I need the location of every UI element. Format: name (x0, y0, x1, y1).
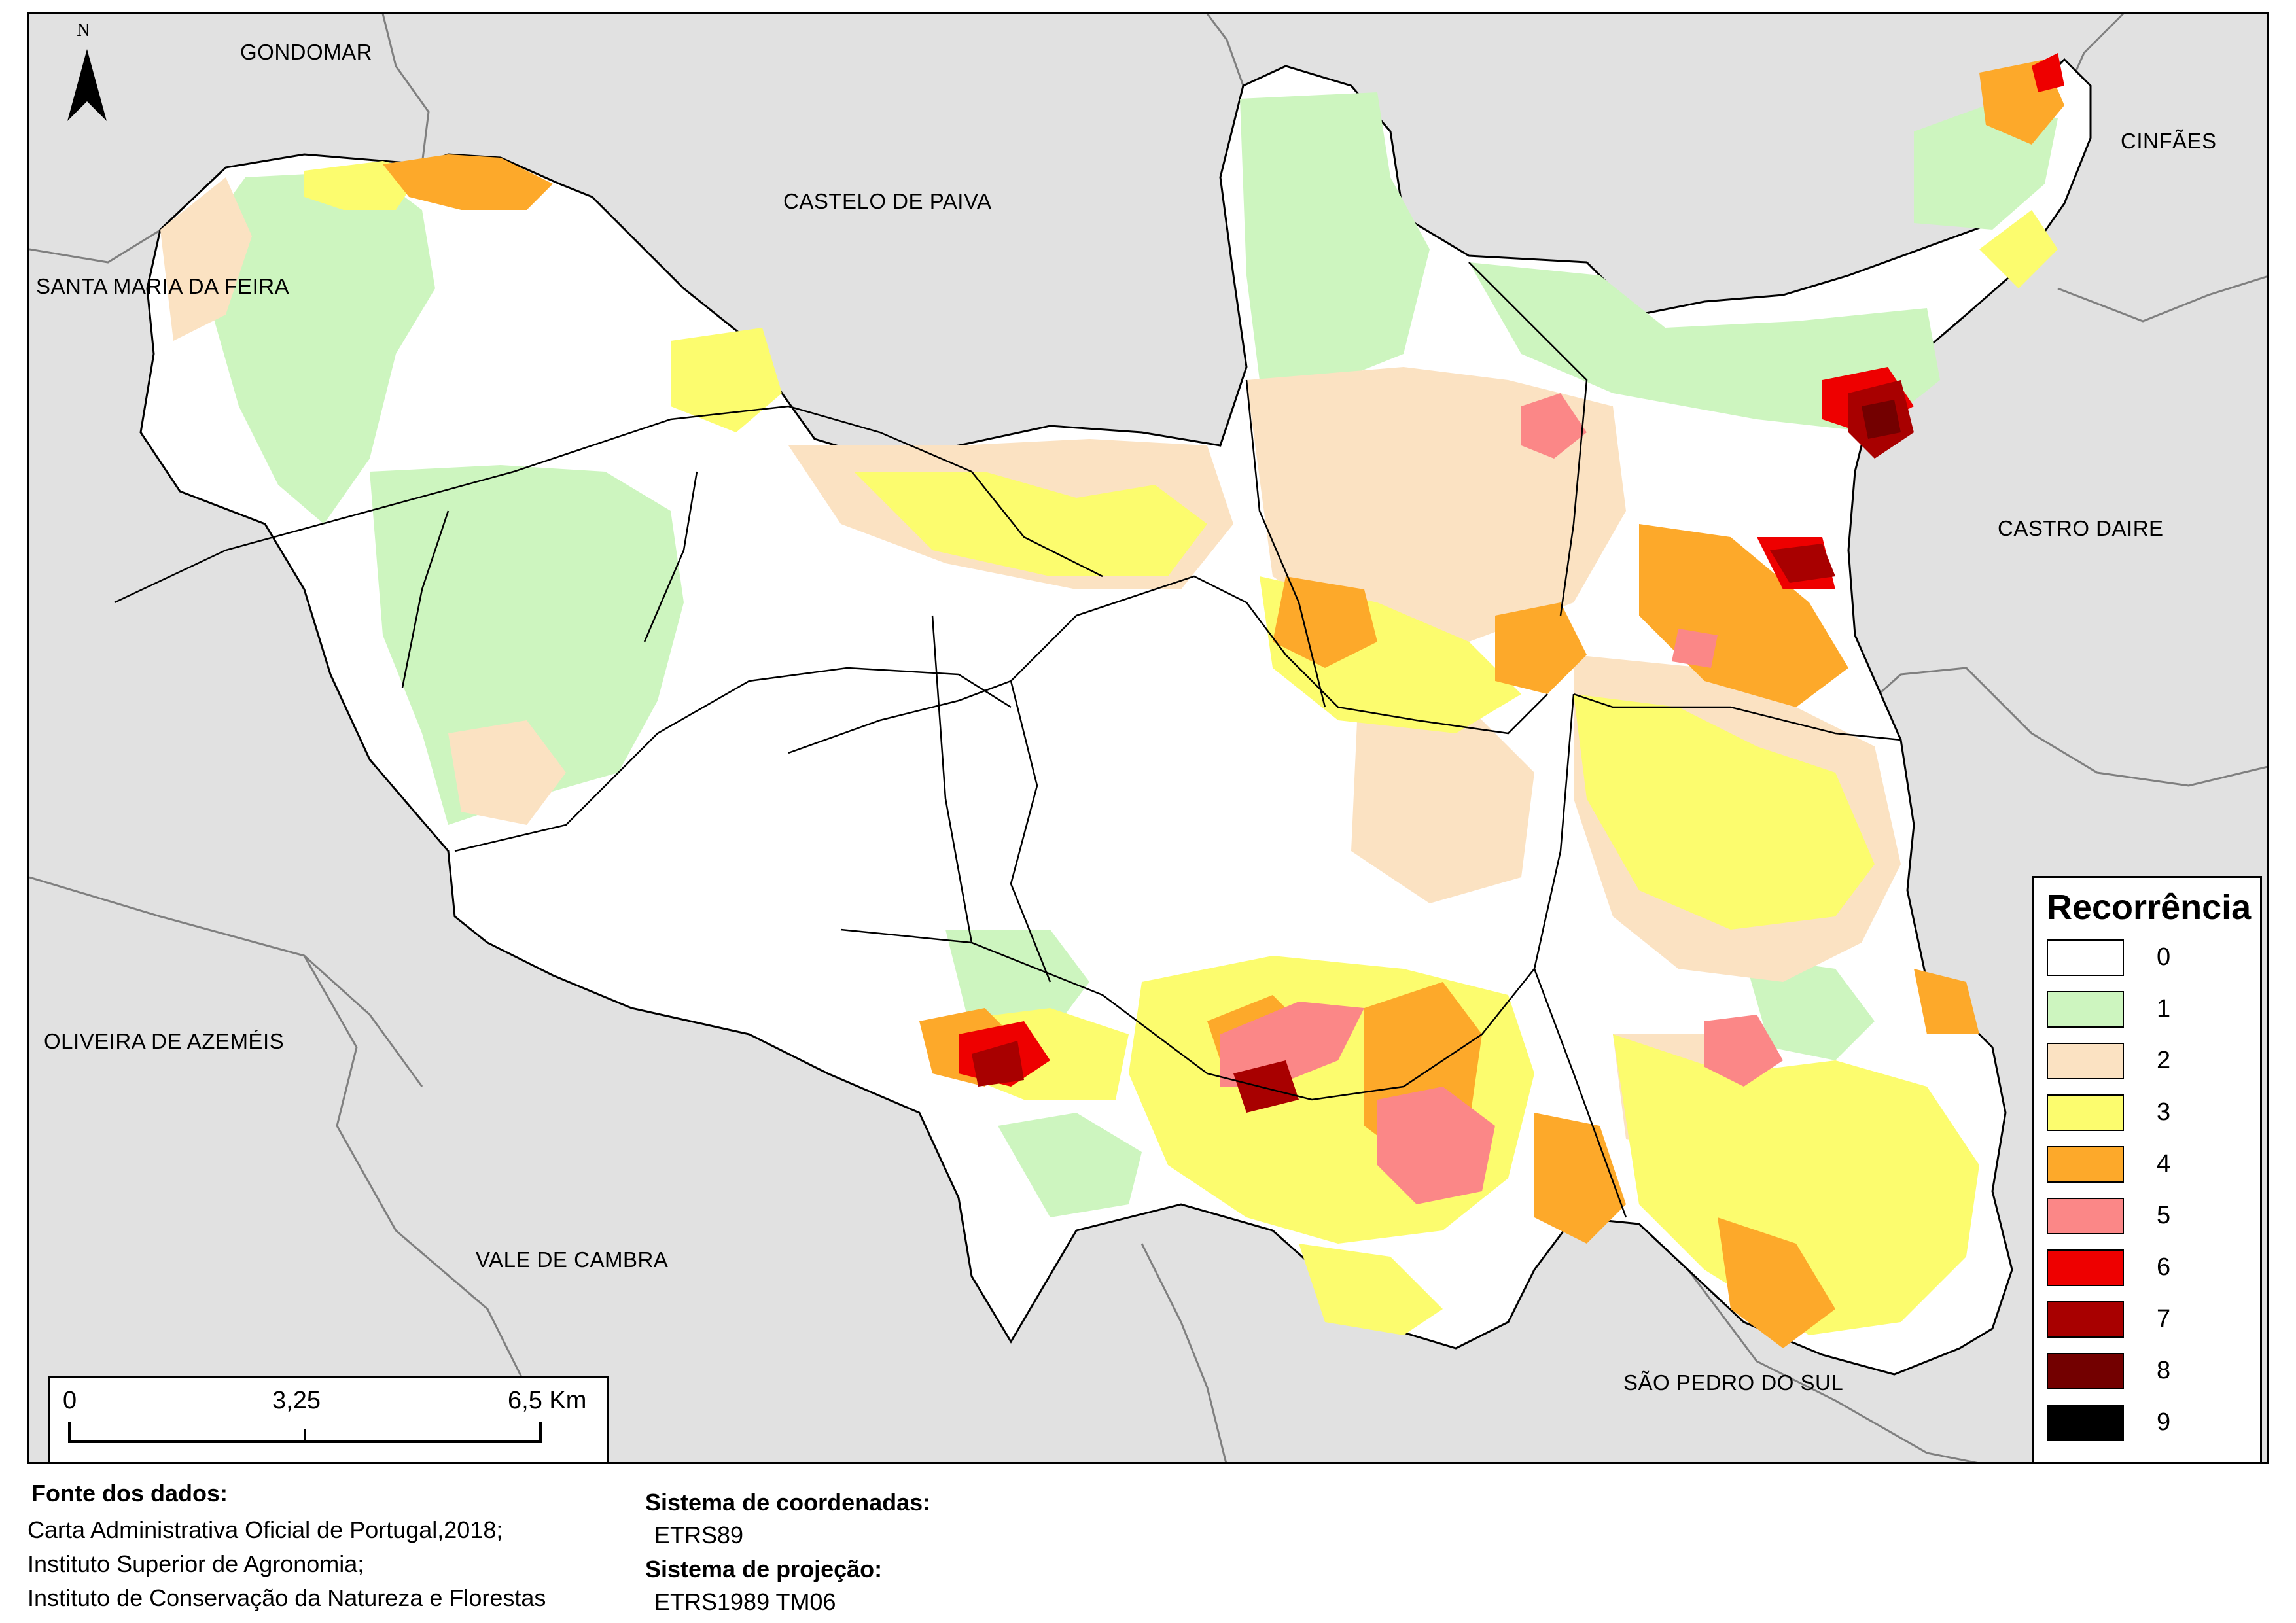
boundary-spsul-east (1677, 1256, 1978, 1462)
scale-label-0: 0 (63, 1387, 77, 1414)
recurrence-class-7 (972, 380, 1914, 1113)
neighbour-label-castro-daire: CASTRO DAIRE (1998, 516, 2164, 540)
legend-swatch (2047, 1301, 2124, 1338)
map-frame: GONDOMAR CASTELO DE PAIVA CINFÃES SANTA … (27, 12, 2269, 1464)
boundary-gondomar (381, 14, 430, 165)
north-arrow-icon (67, 49, 107, 121)
legend-swatch (2047, 1249, 2124, 1286)
legend-swatch (2047, 1094, 2124, 1131)
legend-title: Recorrência (2047, 888, 2252, 927)
scale-label-mid: 3,25 (272, 1387, 321, 1414)
legend-label: 9 (2157, 1408, 2171, 1436)
parish-boundaries (114, 262, 1901, 1218)
boundary-paiva-east (1206, 14, 1245, 86)
source-line-2: Instituto Superior de Agronomia; (27, 1550, 364, 1577)
recurrence-class-8 (1862, 400, 1901, 439)
legend: Recorrência 0 1 2 3 4 5 6 (2032, 876, 2262, 1462)
legend-label: 1 (2157, 995, 2171, 1022)
scale-bar: 0 3,25 6,5 Km (48, 1376, 609, 1462)
legend-label: 6 (2157, 1253, 2171, 1281)
neighbour-label-cinfaes: CINFÃES (2121, 129, 2217, 153)
legend-label: 5 (2157, 1202, 2171, 1229)
neighbour-label-santa-maria-da-feira: SANTA MARIA DA FEIRA (36, 274, 290, 298)
legend-swatch (2047, 991, 2124, 1028)
boundary-castro-daire (1834, 667, 2267, 787)
boundary-oliveira (29, 876, 423, 1087)
legend-swatch (2047, 1353, 2124, 1389)
recurrence-class-5 (1220, 393, 1783, 1204)
neighbour-label-vale-de-cambra: VALE DE CAMBRA (476, 1248, 669, 1272)
neighbour-boundaries (29, 14, 2267, 1462)
legend-swatch (2047, 1043, 2124, 1079)
legend-label: 4 (2157, 1150, 2171, 1178)
neighbour-label-castelo-de-paiva: CASTELO DE PAIVA (783, 189, 992, 213)
neighbour-label-oliveira-de-azemeis: OLIVEIRA DE AZEMÉIS (44, 1029, 285, 1053)
crs-title: Sistema de coordenadas: (645, 1489, 931, 1516)
boundary-cinfaes-east (2057, 275, 2267, 323)
legend-label: 0 (2157, 943, 2171, 971)
sources-title: Fonte dos dados: (31, 1480, 228, 1507)
legend-label: 8 (2157, 1357, 2171, 1384)
scale-label-end: 6,5 Km (508, 1387, 587, 1414)
legend-label: 7 (2157, 1305, 2171, 1333)
boundary-spsul (1140, 1243, 1227, 1462)
projection-title: Sistema de projeção: (645, 1556, 883, 1582)
legend-swatch (2047, 939, 2124, 976)
legend-label: 3 (2157, 1098, 2171, 1126)
scale-line (68, 1422, 542, 1443)
projection-value: ETRS1989 TM06 (654, 1588, 836, 1615)
north-letter: N (77, 20, 90, 41)
boundary-vale-cambra (303, 955, 565, 1462)
legend-label: 2 (2157, 1047, 2171, 1074)
source-line-1: Carta Administrativa Oficial de Portugal… (27, 1516, 503, 1543)
neighbour-label-gondomar: GONDOMAR (240, 40, 372, 64)
crs-value: ETRS89 (654, 1522, 744, 1548)
neighbour-label-sao-pedro-do-sul: SÃO PEDRO DO SUL (1623, 1370, 1844, 1395)
map-canvas (29, 14, 2267, 1462)
legend-swatch (2047, 1198, 2124, 1234)
source-line-3: Instituto de Conservação da Natureza e F… (27, 1584, 546, 1611)
legend-swatch (2047, 1405, 2124, 1441)
legend-swatch (2047, 1146, 2124, 1183)
